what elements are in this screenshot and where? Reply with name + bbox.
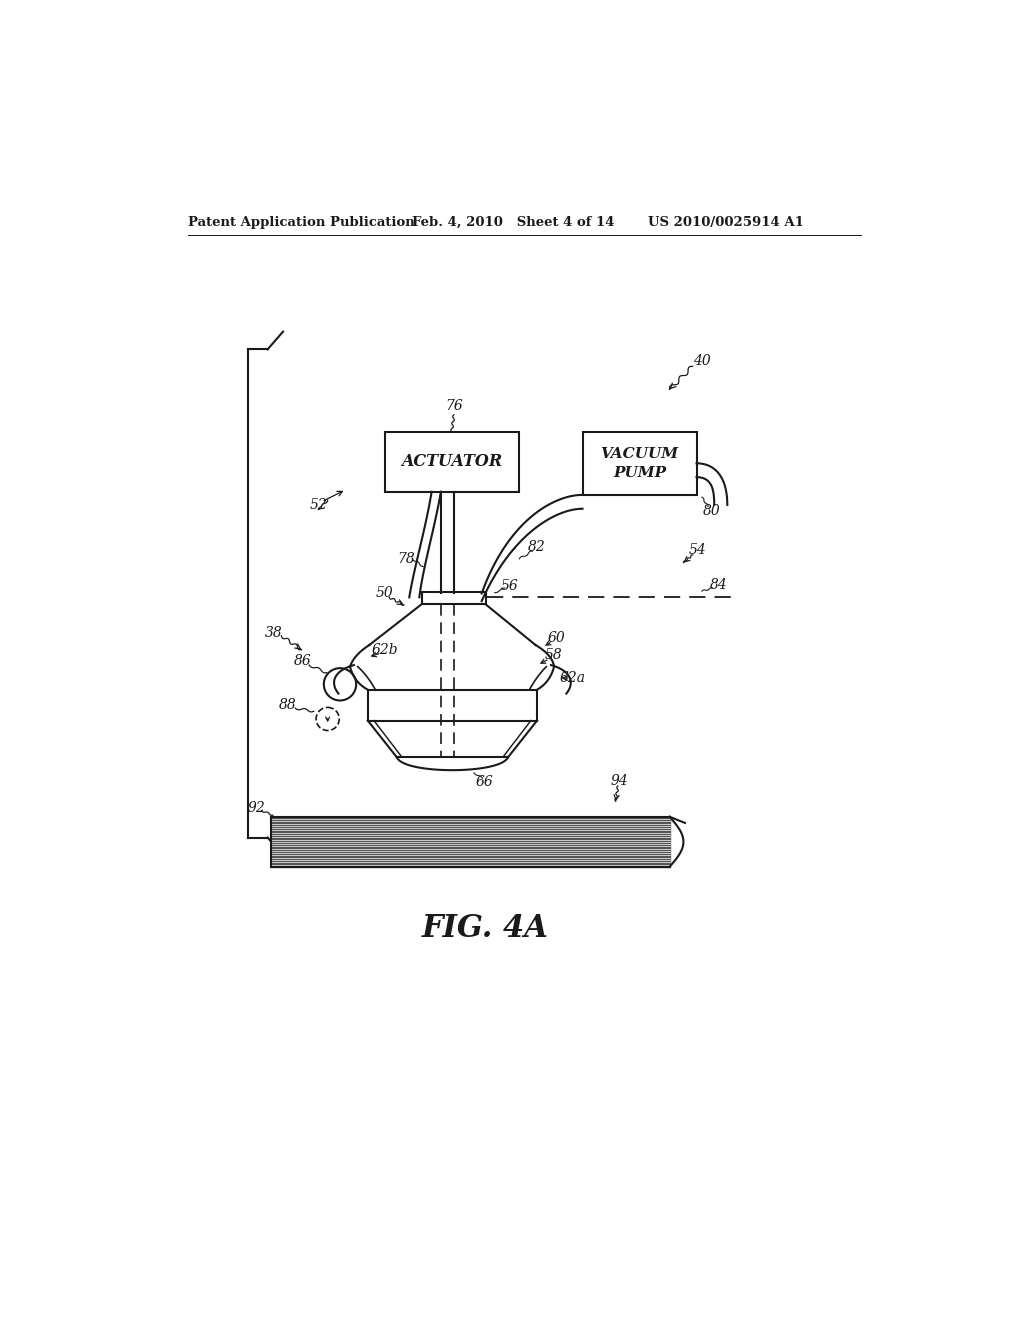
Text: 76: 76 (445, 400, 463, 413)
Text: 84: 84 (710, 578, 728, 591)
Text: 86: 86 (294, 655, 312, 668)
Text: 82: 82 (527, 540, 545, 554)
Text: 66: 66 (476, 775, 494, 789)
FancyBboxPatch shape (368, 689, 538, 721)
Text: 62a: 62a (559, 671, 586, 685)
Text: 60: 60 (548, 631, 565, 645)
Text: 78: 78 (397, 552, 415, 566)
Text: 92: 92 (247, 800, 265, 814)
FancyBboxPatch shape (422, 591, 485, 605)
Text: 62b: 62b (372, 643, 398, 656)
Text: VACUUM: VACUUM (600, 447, 679, 461)
Text: 88: 88 (279, 698, 297, 711)
Text: Patent Application Publication: Patent Application Publication (188, 216, 415, 230)
Text: ACTUATOR: ACTUATOR (401, 453, 503, 470)
Text: 40: 40 (693, 354, 711, 368)
Text: 58: 58 (545, 648, 562, 663)
Text: 94: 94 (610, 774, 629, 788)
Text: 50: 50 (376, 586, 393, 601)
Text: 80: 80 (703, 504, 721, 517)
FancyBboxPatch shape (385, 432, 519, 492)
Text: PUMP: PUMP (613, 466, 666, 479)
Text: FIG. 4A: FIG. 4A (421, 913, 548, 944)
Text: 54: 54 (688, 543, 707, 557)
Text: 52: 52 (309, 498, 328, 512)
Text: Feb. 4, 2010   Sheet 4 of 14: Feb. 4, 2010 Sheet 4 of 14 (412, 216, 614, 230)
Text: 38: 38 (265, 627, 283, 640)
FancyBboxPatch shape (583, 432, 696, 495)
Text: US 2010/0025914 A1: US 2010/0025914 A1 (648, 216, 804, 230)
Text: 56: 56 (501, 578, 518, 593)
